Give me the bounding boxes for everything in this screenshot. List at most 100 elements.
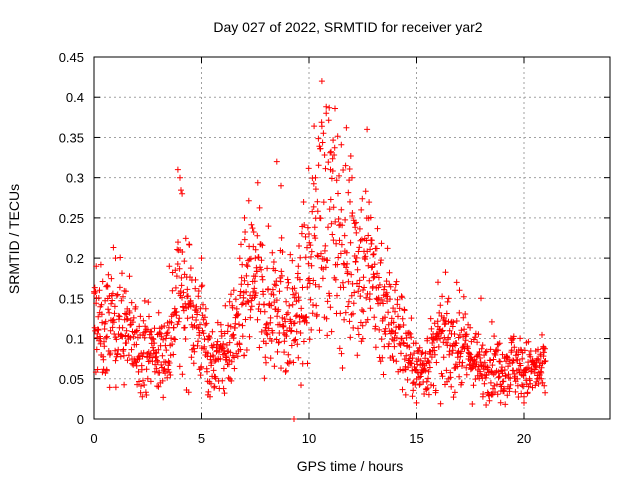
data-point	[378, 240, 385, 247]
data-point	[332, 105, 338, 112]
data-point	[416, 344, 423, 351]
data-point	[396, 324, 403, 331]
data-point	[195, 293, 202, 300]
data-point	[424, 385, 431, 392]
data-point	[514, 382, 521, 389]
data-point	[117, 353, 124, 360]
data-point	[125, 352, 132, 359]
data-point	[137, 389, 144, 396]
data-point	[459, 359, 466, 366]
data-point	[347, 239, 354, 246]
data-point	[477, 355, 484, 361]
data-point	[136, 323, 143, 330]
data-point	[292, 336, 299, 343]
data-point	[108, 300, 115, 307]
data-point	[406, 329, 412, 336]
data-point	[164, 374, 171, 381]
data-point	[357, 237, 364, 244]
data-point	[438, 370, 445, 377]
data-point	[340, 284, 347, 291]
data-point	[164, 329, 171, 336]
data-point	[151, 368, 158, 375]
data-point	[198, 283, 205, 290]
data-point	[196, 329, 203, 336]
data-point	[151, 325, 158, 332]
data-point	[298, 230, 305, 237]
data-point	[291, 294, 298, 301]
data-point	[126, 273, 133, 280]
data-point	[200, 301, 206, 308]
data-point	[226, 298, 233, 305]
data-point	[542, 358, 549, 364]
data-point	[412, 340, 419, 347]
data-point	[94, 330, 101, 337]
data-point	[235, 311, 242, 318]
data-point	[143, 366, 150, 373]
data-point	[198, 363, 205, 370]
data-point	[366, 291, 373, 297]
data-point	[116, 316, 122, 323]
data-point	[131, 329, 138, 336]
data-point	[480, 391, 487, 397]
data-point	[120, 293, 126, 300]
data-point	[374, 225, 381, 232]
data-point	[306, 336, 313, 343]
data-point	[167, 352, 174, 359]
data-point	[119, 270, 125, 277]
data-point	[221, 390, 228, 397]
data-point	[98, 301, 105, 308]
data-point	[93, 263, 100, 270]
data-point	[342, 216, 349, 223]
data-point	[304, 284, 311, 291]
data-point	[104, 283, 111, 290]
data-point	[124, 357, 131, 364]
data-point	[411, 350, 418, 357]
data-point	[177, 174, 183, 181]
data-point	[387, 283, 394, 290]
data-point	[181, 324, 188, 331]
data-point	[284, 284, 291, 291]
data-point	[295, 263, 302, 270]
data-point	[198, 255, 205, 262]
data-point	[317, 145, 324, 152]
data-point	[110, 319, 117, 326]
data-point	[189, 314, 196, 321]
data-point	[470, 382, 477, 389]
data-point	[172, 267, 179, 274]
data-point	[460, 314, 467, 321]
data-point	[343, 124, 350, 131]
data-point	[442, 269, 449, 276]
data-point	[335, 190, 341, 197]
data-point	[348, 292, 355, 299]
data-point	[353, 229, 360, 236]
data-point	[141, 297, 148, 304]
data-point	[298, 305, 305, 312]
data-point	[91, 290, 98, 297]
data-point	[380, 371, 387, 378]
data-point	[326, 104, 333, 111]
data-point	[376, 281, 383, 288]
data-point	[140, 317, 147, 324]
data-point	[425, 391, 432, 398]
data-point	[261, 308, 268, 315]
data-point	[133, 328, 139, 335]
data-point	[325, 159, 332, 166]
data-point	[445, 334, 452, 341]
data-point	[91, 284, 98, 291]
data-point	[370, 274, 377, 281]
data-point	[359, 335, 366, 342]
data-point	[161, 323, 168, 329]
data-point	[193, 303, 200, 310]
data-point	[99, 319, 106, 326]
data-point	[135, 368, 142, 375]
data-point	[127, 334, 134, 341]
data-point	[289, 301, 296, 308]
data-point	[275, 306, 282, 313]
data-point	[166, 369, 173, 376]
data-point	[451, 389, 458, 396]
data-point	[329, 155, 336, 162]
data-point	[472, 376, 479, 383]
x-tick-label: 20	[517, 431, 531, 446]
data-point	[487, 346, 494, 353]
data-point	[287, 328, 294, 335]
